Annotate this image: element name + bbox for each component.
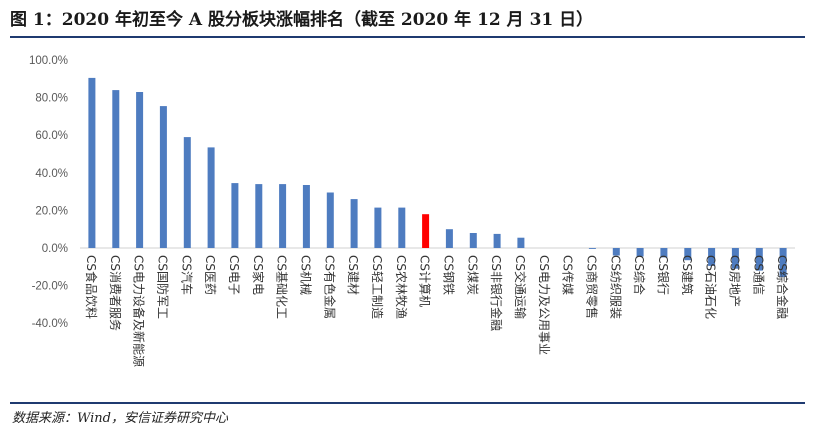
figure-title: 图 1：2020 年初至今 A 股分板块涨幅排名（截至 2020 年 12 月 … — [10, 10, 594, 30]
category-label: CS消费者服务 — [108, 255, 123, 331]
bar-16 — [445, 229, 453, 248]
bar-29 — [755, 248, 763, 271]
bar-12 — [350, 199, 358, 248]
y-tick-label: 100.0% — [29, 55, 68, 67]
category-label: CS医药 — [203, 255, 217, 295]
bar-22 — [588, 248, 596, 249]
category-label: CS电力设备及新能源 — [132, 255, 147, 367]
y-tick-label: -20.0% — [32, 281, 68, 293]
bar-3 — [136, 92, 144, 248]
y-tick-label: 40.0% — [35, 168, 68, 180]
category-label: CS房地产 — [727, 255, 742, 307]
y-tick-label: 20.0% — [35, 205, 68, 217]
bar-15 — [422, 214, 430, 248]
category-label: CS食品饮料 — [84, 255, 99, 319]
category-label: CS非银行金融 — [489, 255, 504, 331]
y-tick-label: 0.0% — [42, 243, 68, 255]
bar-9 — [279, 184, 287, 248]
bar-17 — [469, 233, 477, 248]
y-tick-label: 80.0% — [35, 93, 68, 105]
bar-19 — [517, 237, 525, 248]
bar-27 — [708, 248, 716, 266]
top-divider — [10, 36, 805, 38]
bar-30 — [779, 248, 787, 278]
bar-4 — [159, 106, 167, 248]
bar-14 — [398, 207, 406, 248]
category-label: CS建筑 — [680, 255, 695, 295]
bar-18 — [493, 233, 501, 248]
bar-8 — [255, 184, 263, 248]
category-label: CS电力及公用事业 — [537, 255, 551, 355]
bar-28 — [731, 248, 739, 269]
category-label: CS综合金融 — [775, 255, 790, 319]
bar-11 — [326, 192, 334, 248]
bar-24 — [636, 248, 644, 257]
category-label: CS煤炭 — [465, 255, 479, 295]
category-label: CS银行 — [656, 255, 670, 295]
bar-10 — [302, 185, 310, 248]
bar-6 — [207, 147, 215, 248]
category-label: CS家电 — [251, 255, 266, 295]
category-label: CS钢铁 — [441, 255, 455, 295]
category-label: CS农林牧渔 — [394, 255, 408, 319]
bar-26 — [684, 248, 692, 261]
category-label: CS交通运输 — [513, 255, 528, 319]
y-tick-label: 60.0% — [35, 130, 68, 142]
category-label: CS建材 — [346, 255, 360, 295]
category-label: CS机械 — [298, 255, 313, 295]
data-source-note: 数据来源：Wind，安信证券研究中心 — [12, 411, 228, 426]
category-label: CS国防军工 — [155, 255, 170, 319]
bottom-divider — [10, 402, 805, 404]
bar-13 — [374, 207, 382, 248]
category-label: CS石油石化 — [704, 255, 718, 319]
bar-5 — [183, 137, 191, 248]
bar-7 — [231, 183, 239, 248]
category-label: CS综合 — [632, 255, 647, 295]
category-label: CS基础化工 — [275, 255, 289, 319]
bar-2 — [112, 90, 120, 248]
category-label: CS电子 — [227, 255, 241, 295]
bar-25 — [660, 248, 668, 258]
y-tick-label: -40.0% — [32, 318, 68, 330]
category-label: CS通信 — [751, 255, 765, 295]
bar-1 — [88, 77, 96, 249]
category-label: CS汽车 — [179, 255, 194, 295]
category-label: CS计算机 — [418, 255, 433, 307]
category-label: CS纺织服装 — [608, 255, 622, 319]
category-label: CS传媒 — [561, 255, 576, 295]
category-label: CS轻工制造 — [370, 255, 384, 319]
category-label: CS商贸零售 — [584, 255, 599, 319]
bar-23 — [612, 248, 620, 256]
sector-return-bar-chart: 100.0% 80.0% 60.0% 40.0% 20.0% 0.0% -20.0% -40.… — [29, 55, 795, 367]
category-label: CS有色金属 — [322, 255, 337, 319]
